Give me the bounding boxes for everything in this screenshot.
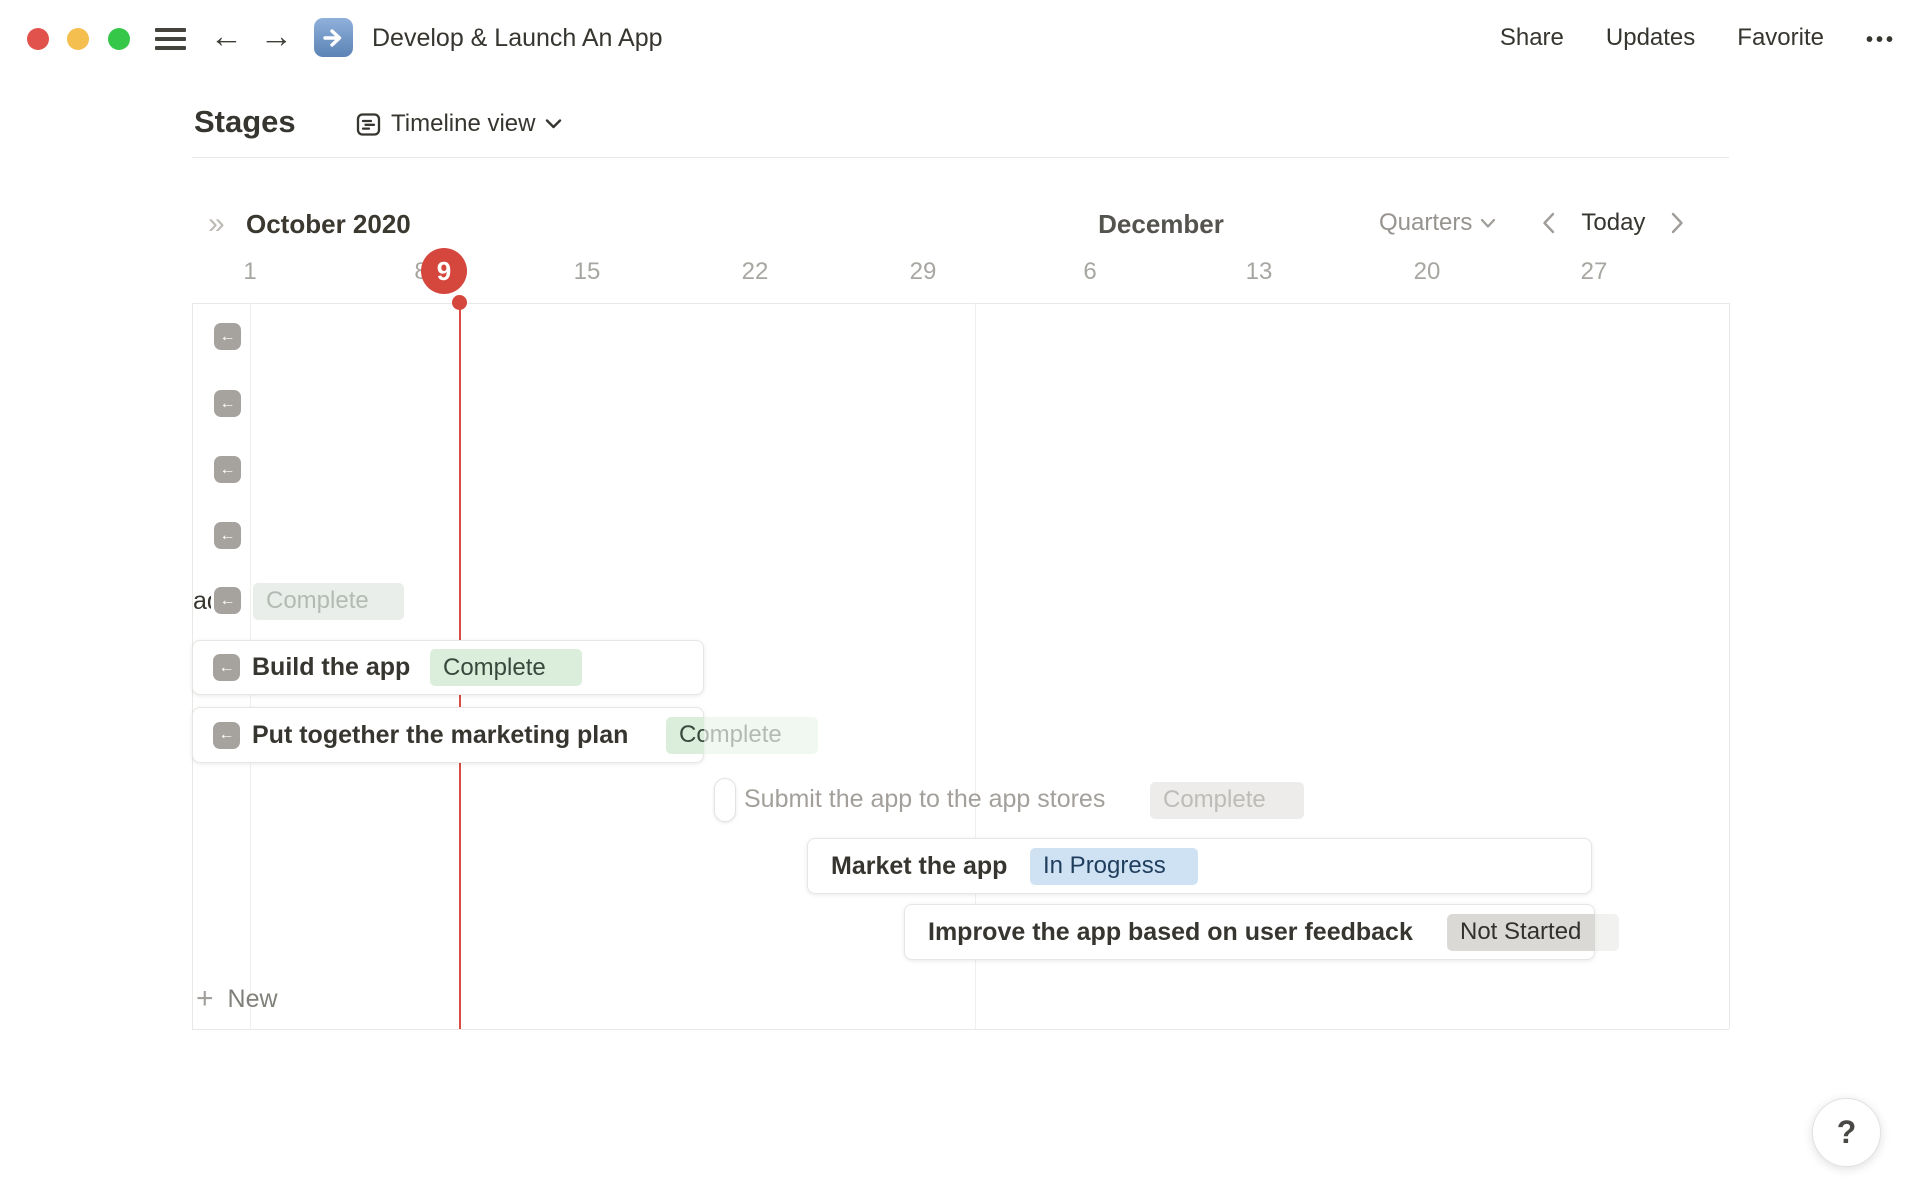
timeline-bar-title-ghost[interactable]: Submit the app to the app stores — [744, 785, 1106, 813]
timeline-bar-title: Put together the marketing plan — [252, 720, 629, 749]
timeline-next-icon[interactable] — [1671, 212, 1684, 234]
favorite-button[interactable]: Favorite — [1737, 24, 1824, 51]
help-button[interactable]: ? — [1812, 1098, 1881, 1167]
jump-to-bar-arrow-button[interactable]: ← — [213, 721, 240, 749]
jump-to-bar-arrow-button[interactable]: ← — [214, 390, 241, 417]
traffic-light-zoom-button[interactable] — [108, 28, 130, 50]
timeline-month-right: December — [1098, 209, 1224, 239]
timeline-bar-title: Build the app — [252, 653, 411, 681]
page-emoji-arrow-icon — [314, 18, 353, 57]
nav-forward-icon[interactable]: → — [260, 17, 293, 54]
timeline-tick-6: 6 — [1083, 258, 1097, 285]
timeline-view-icon — [356, 112, 381, 137]
view-switcher-label: Timeline view — [391, 110, 536, 137]
timeline-right-border — [1729, 303, 1730, 1029]
database-title: Stages — [194, 104, 296, 139]
clipped-bar-title-fragment: ad — [193, 587, 211, 615]
share-button[interactable]: Share — [1499, 24, 1564, 51]
jump-to-bar-arrow-button[interactable]: ← — [213, 654, 240, 681]
timeline-tick-15: 15 — [573, 258, 601, 285]
timeline-zoom-select[interactable]: Quarters — [1379, 209, 1473, 236]
timeline-tick-29: 29 — [909, 258, 937, 285]
timeline-tick-20: 20 — [1413, 258, 1441, 285]
new-item-button[interactable]: + New — [196, 982, 278, 1015]
breadcrumb-page-title[interactable]: Develop & Launch An App — [372, 24, 663, 52]
header-divider — [192, 157, 1729, 158]
timeline-month-left: October 2020 — [246, 209, 411, 239]
timeline-bar[interactable]: ← Put together the marketing plan — [192, 707, 704, 763]
plus-icon: + — [196, 982, 214, 1015]
timeline-bar-title: Market the app — [831, 851, 1008, 880]
jump-to-bar-arrow-button[interactable]: ← — [214, 522, 241, 549]
timeline-top-border — [192, 303, 1729, 304]
timeline-tick-1: 1 — [243, 258, 257, 285]
status-tag: Complete — [666, 716, 818, 754]
bar-resize-handle[interactable] — [714, 778, 736, 822]
expand-months-icon[interactable]: » — [208, 207, 225, 240]
sidebar-menu-icon[interactable] — [155, 28, 186, 50]
status-tag: Not Started — [1447, 913, 1619, 951]
timeline-tick-27: 27 — [1580, 258, 1608, 285]
topbar-actions: Share Updates Favorite ••• — [1500, 24, 1896, 52]
traffic-light-minimize-button[interactable] — [67, 28, 89, 50]
status-tag: Complete — [253, 582, 404, 620]
today-marker-dot — [452, 295, 467, 310]
timeline-tick-13: 13 — [1245, 258, 1273, 285]
jump-to-bar-arrow-button[interactable]: ← — [214, 323, 241, 350]
traffic-light-close-button[interactable] — [27, 28, 49, 50]
nav-back-icon[interactable]: ← — [210, 17, 243, 54]
updates-button[interactable]: Updates — [1605, 24, 1696, 51]
timeline-prev-icon[interactable] — [1542, 212, 1555, 234]
status-tag: Complete — [1150, 781, 1304, 819]
status-tag: In Progress — [1030, 847, 1198, 885]
timeline-bar-title: Improve the app based on user feedback — [928, 917, 1413, 946]
zoom-chevron-down-icon[interactable] — [1480, 218, 1496, 229]
jump-to-bar-arrow-button[interactable]: ← — [214, 456, 241, 483]
view-switcher[interactable]: Timeline view — [356, 110, 562, 138]
timeline-today-button[interactable]: Today — [1581, 209, 1646, 236]
jump-to-bar-arrow-button[interactable]: ← — [214, 587, 241, 614]
more-options-icon[interactable]: ••• — [1865, 28, 1896, 51]
timeline-controls: Quarters Today — [1379, 209, 1684, 237]
today-date-badge: 9 — [421, 248, 467, 294]
chevron-down-icon — [545, 118, 562, 130]
timeline-tick-22: 22 — [741, 258, 769, 285]
timeline-bottom-border — [192, 1029, 1729, 1030]
timeline-bar[interactable]: Market the app — [807, 838, 1592, 894]
status-tag: Complete — [430, 649, 582, 686]
timeline-gridline — [975, 303, 976, 1029]
